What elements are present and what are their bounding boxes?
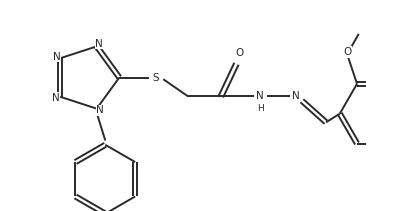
Text: S: S	[152, 73, 159, 83]
Text: N: N	[52, 93, 60, 103]
Text: N: N	[96, 105, 104, 115]
Text: N: N	[256, 91, 264, 101]
Text: N: N	[292, 91, 300, 101]
Text: N: N	[53, 51, 60, 62]
Text: O: O	[344, 47, 352, 57]
Text: N: N	[95, 39, 103, 49]
Text: H: H	[257, 104, 264, 113]
Text: O: O	[235, 48, 243, 58]
